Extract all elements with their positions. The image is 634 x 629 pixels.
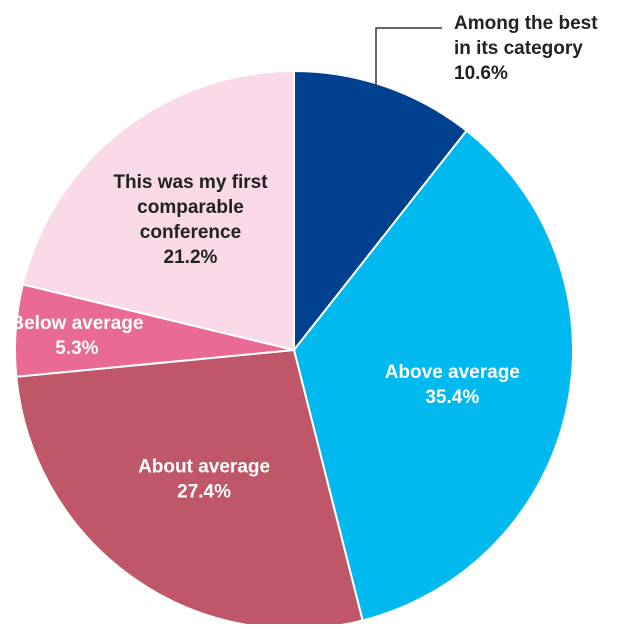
slice-value: 27.4% (177, 481, 231, 502)
pie-slices (14, 69, 574, 629)
slice-label-line: This was my first (113, 172, 268, 193)
pie-slice-this-was-my-first-comparable-conference (21, 69, 295, 352)
leader-line (375, 27, 442, 87)
slice-value: 35.4% (425, 387, 479, 408)
slice-value: 21.2% (164, 247, 218, 268)
slice-label-line: in its category (454, 38, 583, 59)
slice-labels: Among the best in its category 10.6% Above … (10, 13, 598, 502)
slice-value: 10.6% (454, 63, 508, 84)
slice-label: Among the best in its category 10.6% (454, 13, 598, 84)
slice-label-line: Above average (385, 362, 520, 383)
pie-slice-among-the-best-in-its-category (293, 69, 468, 353)
pie-slice-above-average (292, 129, 574, 622)
slice-label: This was my first comparable conference 21.… (113, 172, 268, 268)
slice-label-line: About average (138, 456, 270, 477)
slice-label-line: comparable (137, 197, 244, 218)
slice-value: 5.3% (55, 338, 98, 359)
slice-label: About average 27.4% (138, 456, 270, 502)
slice-label-line: conference (140, 222, 241, 243)
leader-lines (375, 27, 442, 87)
slice-label-line: Below average (10, 313, 143, 334)
slice-label-line: Among the best (454, 13, 598, 34)
slice-label: Below average 5.3% (10, 313, 143, 359)
slice-label: Above average 35.4% (385, 362, 520, 408)
